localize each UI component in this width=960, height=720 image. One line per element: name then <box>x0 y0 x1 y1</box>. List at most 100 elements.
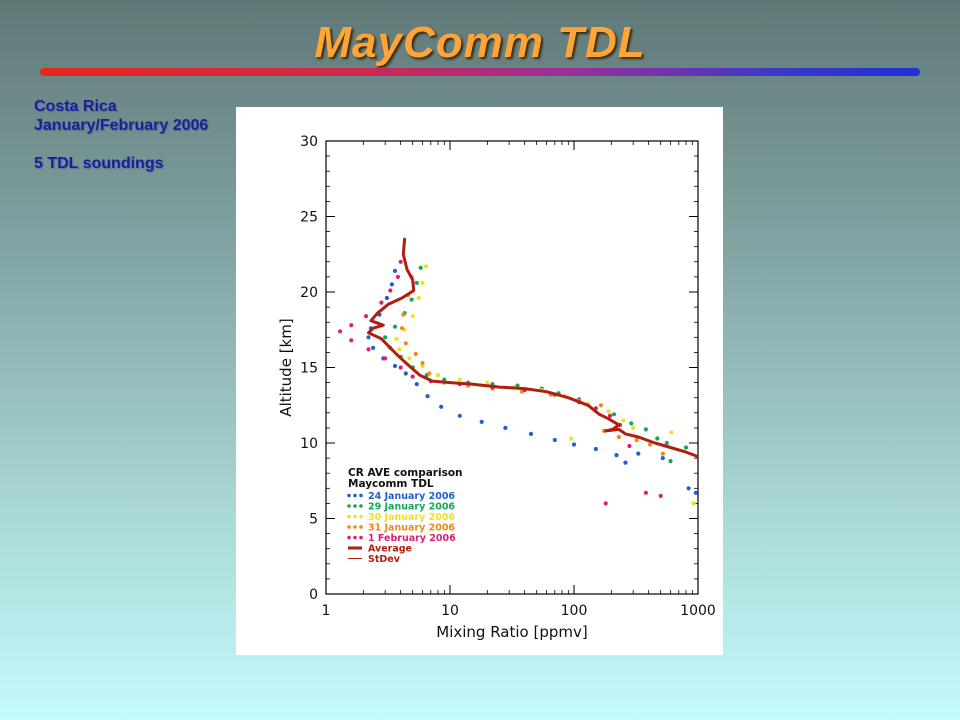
legend-label-0: 24 January 2006 <box>368 491 455 502</box>
data-point-series-4 <box>388 288 393 293</box>
data-point-series-3 <box>616 434 621 440</box>
data-point-series-3 <box>401 312 406 317</box>
title-underline <box>40 68 920 76</box>
legend-label-3: 31 January 2006 <box>368 523 455 534</box>
legend-symbol-1 <box>359 504 363 508</box>
data-point-series-2 <box>669 430 674 435</box>
data-point-series-0 <box>552 437 557 443</box>
data-point-series-0 <box>623 460 628 465</box>
data-point-series-4 <box>410 374 415 379</box>
legend-label-2: 30 January 2006 <box>368 512 455 523</box>
legend-symbol-1 <box>353 504 357 508</box>
data-point-series-2 <box>423 264 429 269</box>
y-tick-label: 15 <box>300 361 318 377</box>
x-tick-label: 100 <box>561 603 588 619</box>
data-point-series-2 <box>621 418 626 423</box>
altitude-mixing-ratio-chart: 0 5 10 15 20 25 30 1 10 100 1000 Mixing Ratio [ppmv… <box>277 134 716 641</box>
data-point-series-1 <box>629 421 634 426</box>
data-point-series-2 <box>407 356 412 361</box>
data-point-series-3 <box>413 351 418 356</box>
y-tick-label: 20 <box>300 285 318 301</box>
data-point-series-0 <box>414 382 419 387</box>
data-point-series-4 <box>643 490 648 495</box>
legend-symbol-4 <box>347 535 351 540</box>
data-point-series-0 <box>571 442 577 447</box>
data-point-series-1 <box>383 335 388 340</box>
data-point-series-0 <box>614 453 619 458</box>
data-point-series-4 <box>338 329 343 334</box>
data-point-series-1 <box>418 265 423 270</box>
data-point-series-4 <box>349 323 354 328</box>
data-point-series-0 <box>457 413 462 418</box>
data-point-series-0 <box>389 282 394 287</box>
x-tick-label: 10 <box>441 603 459 619</box>
slide-title: MayComm TDL <box>314 18 646 67</box>
data-point-series-1 <box>664 440 669 446</box>
legend-symbol-0 <box>359 493 363 498</box>
data-point-series-0 <box>392 268 398 273</box>
x-tick-label: 1 <box>322 603 331 619</box>
data-point-series-0 <box>403 371 408 376</box>
data-point-series-0 <box>686 486 691 491</box>
data-point-series-2 <box>410 314 415 319</box>
x-tick-label: 1000 <box>680 603 716 619</box>
data-point-series-4 <box>658 493 663 498</box>
data-point-series-4 <box>603 501 608 506</box>
data-point-series-3 <box>634 437 639 443</box>
data-point-series-2 <box>420 363 425 369</box>
caption-soundings: 5 TDL soundings <box>34 155 164 172</box>
legend-symbol-1 <box>347 504 351 508</box>
data-point-series-4 <box>627 443 632 449</box>
data-point-series-0 <box>660 456 665 461</box>
data-point-series-4 <box>379 300 384 305</box>
legend-label-6: StDev <box>368 554 401 565</box>
data-point-series-3 <box>598 403 604 408</box>
data-point-series-2 <box>394 336 399 341</box>
data-point-series-2 <box>606 409 611 414</box>
data-point-series-0 <box>636 451 641 456</box>
data-point-series-3 <box>647 442 653 447</box>
plot-data <box>338 237 698 506</box>
data-point-series-2 <box>569 436 574 441</box>
data-point-series-4 <box>383 356 388 361</box>
data-point-series-1 <box>414 280 419 285</box>
data-point-series-3 <box>420 360 425 366</box>
legend-symbol-4 <box>353 535 357 540</box>
y-tick-label: 30 <box>300 134 318 150</box>
side-caption: Costa Rica January/February 2006 5 TDL s… <box>34 97 208 173</box>
data-point-series-0 <box>439 404 444 409</box>
data-point-series-0 <box>371 345 376 350</box>
y-tick-label: 25 <box>300 210 318 226</box>
legend-symbol-0 <box>347 493 351 498</box>
data-point-series-4 <box>363 314 369 319</box>
data-point-series-4 <box>398 259 403 264</box>
data-point-series-2 <box>631 425 636 430</box>
data-point-series-1 <box>683 445 689 450</box>
data-point-series-1 <box>611 412 617 417</box>
data-point-series-3 <box>427 371 432 376</box>
legend-symbol-3 <box>353 525 357 529</box>
data-point-series-0 <box>503 425 508 430</box>
data-point-series-1 <box>409 297 414 302</box>
legend-subtitle: Maycomm TDL <box>348 478 434 490</box>
data-point-series-0 <box>528 431 534 436</box>
data-point-series-0 <box>384 295 389 301</box>
y-tick-label: 5 <box>309 512 318 528</box>
legend-symbol-3 <box>347 525 351 529</box>
data-point-series-1 <box>392 324 398 329</box>
legend-symbol-0 <box>353 493 357 498</box>
legend-label-5: Average <box>368 544 412 555</box>
data-point-series-2 <box>457 377 462 382</box>
data-point-series-0 <box>392 363 398 369</box>
data-point-series-1 <box>668 459 673 464</box>
y-tick-label: 0 <box>309 587 318 603</box>
data-point-series-0 <box>693 490 698 495</box>
data-point-series-2 <box>420 280 425 285</box>
legend-label-4: 1 February 2006 <box>368 533 456 544</box>
data-point-series-2 <box>691 501 696 506</box>
legend-symbol-4 <box>359 535 363 540</box>
data-point-series-4 <box>607 413 613 418</box>
legend-symbol-2 <box>347 514 351 519</box>
chart-panel: 0 5 10 15 20 25 30 1 10 100 1000 Mixing Ratio [ppmv… <box>236 107 723 655</box>
data-point-series-2 <box>485 380 490 385</box>
